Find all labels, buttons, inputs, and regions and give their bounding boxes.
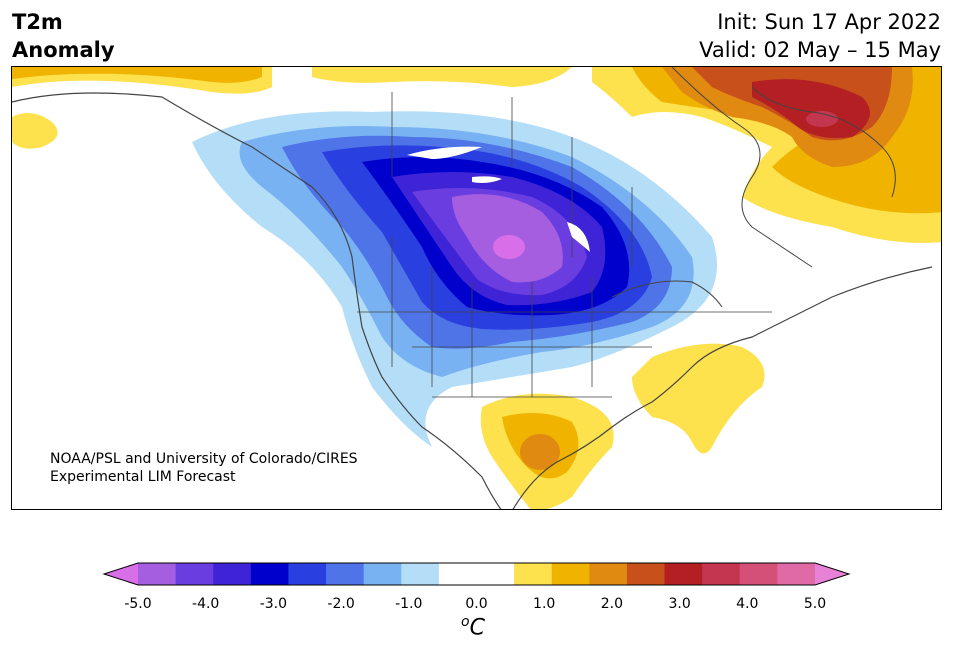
colorbar-tick-label: -2.0 [327,596,355,612]
colorbar-tick-label: -3.0 [259,596,288,612]
aleutian-warm [12,113,58,149]
credit-text: NOAA/PSL and University of Colorado/CIRE… [50,450,358,486]
colorbar-segment [175,563,214,585]
credit-line-2: Experimental LIM Forecast [50,469,236,485]
great-bear-lake [407,146,482,159]
colorbar-segment [589,563,628,585]
colorbar-segment [401,563,440,585]
colorbar-tick-label: 2.0 [600,596,624,612]
variable-label: T2m [12,10,63,34]
forecast-dates: Init: Sun 17 Apr 2022 Valid: 02 May – 15… [699,8,941,64]
lake-winnipeg [567,222,590,252]
colorbar-segment [476,563,515,585]
colorbar-tick-label: 3.0 [668,596,691,612]
alaska-warmer [12,67,262,83]
colorbar-segment [438,563,477,585]
colorbar-segment [702,563,741,585]
colorbar-ticks: -5.0 -4.0 -3.0 -2.0 -1.0 0.0 1.0 2.0 3.0 4.0 5.0 [0,596,953,616]
unit-degree: o [461,614,470,630]
colorbar-segment [551,563,590,585]
colorbar-tick-label: -4.0 [192,596,220,612]
colorbar-segment [363,563,402,585]
unit-label: oC [461,614,485,640]
colorbar-tick-label: 0.0 [465,596,488,612]
colorbar-arrow-high [815,563,849,585]
colorbar-outline [102,562,851,586]
colorbar-segment [664,563,703,585]
colorbar-segment [138,563,177,585]
anomaly-label: Anomaly [12,38,115,62]
map-title: T2m Anomaly [12,8,115,64]
colorbar-arrow-low [104,563,138,585]
credit-line-1: NOAA/PSL and University of Colorado/CIRE… [50,451,358,467]
colorbar-tick-label: 5.0 [803,596,827,612]
map-svg [12,67,941,509]
colorbar-tick-label: 4.0 [736,596,759,612]
colorbar [0,560,953,610]
valid-date: Valid: 02 May – 15 May [699,38,941,62]
anomaly-map: NOAA/PSL and University of Colorado/CIRE… [11,66,942,510]
init-date: Init: Sun 17 Apr 2022 [717,10,941,34]
colorbar-segment [514,563,553,585]
colorbar-segment [213,563,252,585]
colorbar-segment [777,563,816,585]
cold-core [493,235,525,259]
colorbar-tick-label: -1.0 [395,596,423,612]
colorbar-segment [288,563,327,585]
colorbar-segment [326,563,365,585]
colorbar-svg [102,562,851,586]
unit-letter: C [469,615,485,641]
colorbar-segment [626,563,666,585]
colorbar-segment [250,563,289,585]
colorbar-tick-label: -5.0 [124,596,152,612]
colorbar-segment [739,563,778,585]
colorbar-tick-label: 1.0 [533,596,556,612]
southeast-warm [632,343,765,454]
